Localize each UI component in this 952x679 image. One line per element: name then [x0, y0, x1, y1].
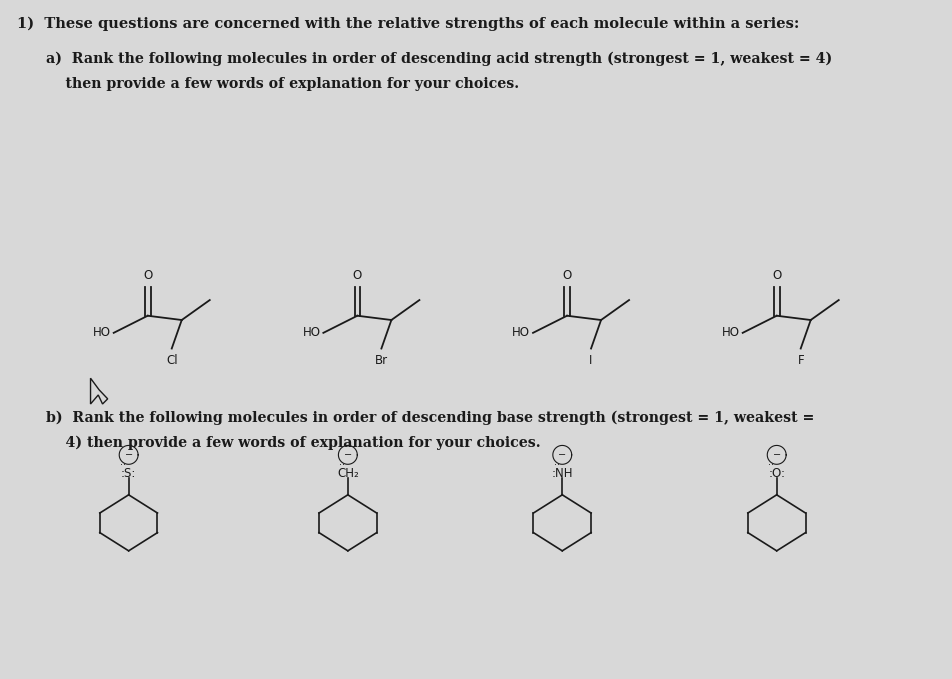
- Text: HO: HO: [721, 327, 739, 340]
- Text: −: −: [772, 450, 780, 460]
- Text: HO: HO: [302, 327, 320, 340]
- Text: F: F: [797, 354, 803, 367]
- Text: then provide a few words of explanation for your choices.: then provide a few words of explanation …: [46, 77, 518, 91]
- Text: :S:: :S:: [121, 467, 136, 480]
- Text: O: O: [352, 269, 362, 282]
- Text: −: −: [558, 450, 565, 460]
- Text: −: −: [344, 450, 351, 460]
- Text: HO: HO: [511, 327, 529, 340]
- Text: b)  Rank the following molecules in order of descending base strength (strongest: b) Rank the following molecules in order…: [46, 411, 813, 425]
- Text: O: O: [143, 269, 152, 282]
- Text: Cl: Cl: [166, 354, 177, 367]
- Text: :O:: :O:: [767, 467, 784, 480]
- Text: O: O: [771, 269, 781, 282]
- Text: Br: Br: [374, 354, 387, 367]
- Text: 4) then provide a few words of explanation for your choices.: 4) then provide a few words of explanati…: [46, 436, 540, 450]
- Text: ··: ··: [339, 460, 345, 471]
- Text: :NH: :NH: [551, 467, 572, 480]
- Text: ··: ··: [767, 460, 773, 471]
- Text: −: −: [125, 450, 132, 460]
- Text: CH₂: CH₂: [337, 467, 358, 480]
- Text: I: I: [588, 354, 592, 367]
- Text: 1)  These questions are concerned with the relative strengths of each molecule w: 1) These questions are concerned with th…: [17, 17, 799, 31]
- Text: a)  Rank the following molecules in order of descending acid strength (strongest: a) Rank the following molecules in order…: [46, 52, 831, 66]
- Text: ··: ··: [553, 460, 559, 471]
- Text: HO: HO: [92, 327, 110, 340]
- Text: ··: ··: [120, 460, 126, 471]
- Text: O: O: [562, 269, 571, 282]
